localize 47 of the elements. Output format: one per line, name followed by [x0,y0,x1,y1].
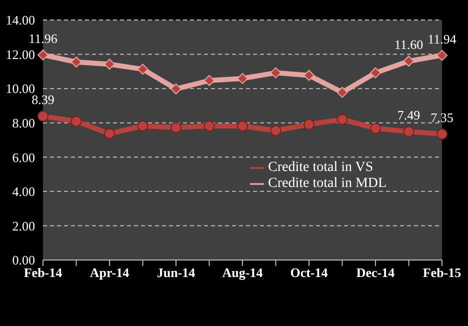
point [38,110,48,122]
data-label: 11.96 [28,30,58,46]
point [237,72,248,84]
data-label: 7.35 [430,110,454,125]
point [403,126,414,138]
point [304,70,314,81]
point [38,49,48,60]
point [403,56,414,67]
point [237,120,248,132]
y-tick-label: 14.00 [6,12,35,28]
point [436,128,448,140]
point [204,120,215,132]
x-tick-label: Jun-14 [156,265,196,280]
data-label: 7.49 [397,108,420,123]
y-tick-label: 8.00 [12,115,35,130]
point [170,122,182,133]
x-tick-label: Oct-14 [290,265,328,280]
point [370,122,381,134]
legend-label: Credite total in MDL [268,176,387,191]
point [270,125,282,136]
point [336,114,348,125]
x-tick-label: Feb-14 [24,265,63,280]
point [104,128,115,140]
point [137,64,148,75]
point [104,58,115,70]
point [436,50,448,61]
x-tick-label: Dec-14 [356,265,396,280]
point [204,75,215,86]
point [70,116,82,127]
legend-label: Credite total in VS [268,160,374,175]
y-tick-label: 4.00 [12,184,35,200]
x-tick-label: Aug-14 [222,265,264,280]
point [304,118,314,130]
point [270,67,282,78]
point [70,56,82,68]
point [370,67,381,78]
data-label: 11.94 [428,31,457,46]
y-tick-label: 0.00 [12,252,35,268]
y-tick-label: 2.00 [12,218,35,234]
point [336,86,348,98]
data-label: 11.60 [394,37,424,52]
y-tick-label: 6.00 [12,150,35,165]
x-tick-label: Apr-14 [90,265,130,280]
y-tick-label: 12.00 [6,46,35,62]
x-tick-label: Feb-15 [422,265,462,280]
point [170,83,182,94]
point [137,120,148,132]
